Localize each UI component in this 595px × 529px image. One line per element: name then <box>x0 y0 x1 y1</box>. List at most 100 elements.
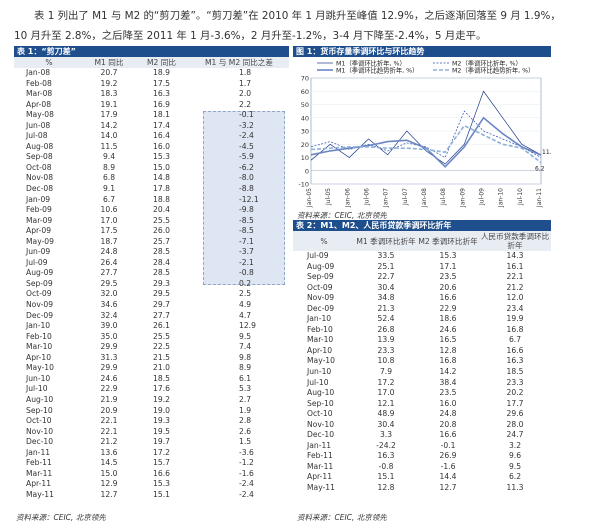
table2-cell: 15.3 <box>439 251 457 260</box>
x-tick-label: Jan-07 <box>383 188 390 208</box>
table1-cell: 4.7 <box>239 310 252 320</box>
table2-cell: 9.6 <box>508 451 522 461</box>
table1-cell: Apr-09 <box>26 226 52 236</box>
table1-header-period: % <box>14 57 84 68</box>
table1-row: Apr-10 31.3 21.5 9.8 <box>14 353 289 364</box>
table1-row: Mar-10 29.9 22.5 7.4 <box>14 342 289 353</box>
table1-cell: 16.3 <box>153 89 170 99</box>
table2-row: Oct-10 48.9 24.8 29.6 <box>293 409 551 420</box>
table1-cell: 12.9 <box>100 479 118 489</box>
table1-cell: May-10 <box>26 363 54 373</box>
legend-label: M2（季调环比折年, %） <box>452 58 522 67</box>
table1-cell: -8.8 <box>239 184 254 194</box>
series-line <box>310 110 542 158</box>
table2-cell: Jan-11 <box>307 440 332 450</box>
table1-cell: 24.8 <box>100 247 118 257</box>
table2-cell: Apr-11 <box>307 472 333 482</box>
table2-row: Dec-09 21.3 22.9 23.4 <box>293 304 551 315</box>
table1-cell: Dec-09 <box>26 310 54 320</box>
table1-row: Nov-09 34.6 29.7 4.9 <box>14 300 289 311</box>
table2-cell: -0.1 <box>440 440 456 450</box>
x-tick-label: Jan-06 <box>344 188 351 208</box>
table1-cell: -7.1 <box>239 236 254 246</box>
figure1-chart: -10 0 10 20 30 40 50 60 70 Jan-05 Jul-05 Jan-06 Jul-… <box>298 58 551 208</box>
table2-cell: 30.4 <box>377 419 395 429</box>
table1-cell: 19.5 <box>153 426 170 436</box>
table2-cell: -24.2 <box>376 440 396 450</box>
table1-cell: 6.1 <box>239 373 252 383</box>
table1-cell: 2.0 <box>239 89 252 99</box>
table1-cell: 19.1 <box>100 99 118 109</box>
y-tick-label: -10 <box>298 181 309 189</box>
table1-cell: 0.2 <box>239 278 252 288</box>
table2-cell: 15.1 <box>377 472 395 482</box>
table2-cell: 18.5 <box>506 367 524 377</box>
table2-row: Feb-11 16.3 26.9 9.6 <box>293 451 551 462</box>
table1-cell: -3.7 <box>239 247 254 257</box>
table1-row: May-10 29.9 21.0 8.9 <box>14 363 289 374</box>
table1-cell: Jun-08 <box>26 120 51 130</box>
table1-cell: 9.8 <box>239 352 252 362</box>
table1-cell: Jan-11 <box>26 447 51 457</box>
table1-cell: 12.7 <box>100 489 118 499</box>
table1-cell: 6.8 <box>102 173 116 183</box>
table2-cell: 12.8 <box>439 345 457 355</box>
table1-cell: Nov-10 <box>26 426 54 436</box>
table1-cell: May-08 <box>26 110 54 120</box>
table1-cell: 2.5 <box>239 289 252 299</box>
table1-cell: 2.2 <box>239 99 252 109</box>
table1-cell: 28.4 <box>153 257 170 267</box>
table1-cell: Apr-11 <box>26 479 52 489</box>
table1-row: Jul-08 14.0 16.4 -2.4 <box>14 131 289 142</box>
x-tick-label: Jul-05 <box>325 188 332 206</box>
table2-cell: 52.4 <box>377 314 395 324</box>
table1-cell: Nov-08 <box>26 173 54 183</box>
table1-cell: 16.4 <box>153 131 170 141</box>
table2-cell: Feb-11 <box>307 451 333 461</box>
table1-cell: Apr-08 <box>26 99 52 109</box>
table1-cell: -0.1 <box>239 110 254 120</box>
table2-cell: 20.6 <box>439 282 457 292</box>
table1-row: Oct-08 8.9 15.0 -6.2 <box>14 163 289 174</box>
table1-row: Oct-09 32.0 29.5 2.5 <box>14 289 289 300</box>
table1-cell: -2.1 <box>239 257 254 267</box>
table1-row: Jan-08 20.7 18.9 1.8 <box>14 68 289 79</box>
table1-row: Dec-08 9.1 17.8 -8.8 <box>14 184 289 195</box>
table1-cell: -3.2 <box>239 120 254 130</box>
table1-row: Mar-09 17.0 25.5 -8.5 <box>14 216 289 227</box>
table1-cell: 17.5 <box>153 78 170 88</box>
table1-cell: 12.9 <box>239 321 256 331</box>
table2-cell: -1.6 <box>440 461 456 471</box>
table2-cell: 20.8 <box>439 419 457 429</box>
table1-cell: Jan-10 <box>26 321 51 331</box>
table1-row: Apr-09 17.5 26.0 -8.5 <box>14 226 289 237</box>
table2-cell: Nov-10 <box>307 419 335 429</box>
table1-row: Jan-10 39.0 26.1 12.9 <box>14 321 289 332</box>
table1-cell: 9.5 <box>239 331 252 341</box>
table1-cell: 27.7 <box>153 310 170 320</box>
table2: % M1 季调环比折年 M2 季调环比折年 人民币贷款季调环比折年 Jul-09… <box>293 231 551 494</box>
table1-cell: 9.4 <box>102 152 116 162</box>
table1-cell: Mar-10 <box>26 342 53 352</box>
table1-row: Oct-10 22.1 19.3 2.8 <box>14 416 289 427</box>
table1-cell: 15.3 <box>153 479 170 489</box>
table1-cell: 10.6 <box>100 205 118 215</box>
table1-title: 表 1：“剪刀差” <box>14 46 289 57</box>
table2-row: May-11 12.8 12.7 11.3 <box>293 483 551 494</box>
table2-row: Mar-11 -0.8 -1.6 9.5 <box>293 462 551 473</box>
table1-cell: Sep-08 <box>26 152 53 162</box>
table2-row: Mar-10 13.9 16.5 6.7 <box>293 335 551 346</box>
table1-cell: 39.0 <box>100 321 118 331</box>
table1-cell: 14.5 <box>100 458 118 468</box>
table1-header-row: % M1 同比 M2 同比 M1 与 M2 同比之差 <box>14 57 289 68</box>
table2-cell: 23.5 <box>439 272 457 282</box>
table2-cell: 12.0 <box>506 293 524 303</box>
table1-cell: Nov-09 <box>26 300 54 310</box>
table1-cell: 14.2 <box>100 120 118 130</box>
figure1-title: 图 1：货币存量季调环比与环比趋势 <box>293 46 551 57</box>
table1-cell: 16.9 <box>153 99 170 109</box>
table1-cell: 35.0 <box>100 331 118 341</box>
table1-cell: Feb-11 <box>26 458 52 468</box>
table1-cell: 21.9 <box>100 394 118 404</box>
table1-cell: Aug-10 <box>26 394 54 404</box>
